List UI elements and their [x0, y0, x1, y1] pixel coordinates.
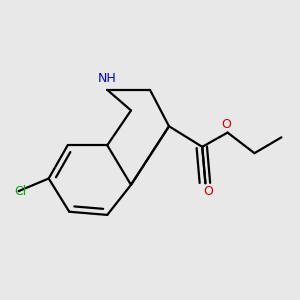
Text: NH: NH [98, 72, 117, 85]
Text: O: O [221, 118, 231, 131]
Text: Cl: Cl [14, 185, 26, 198]
Text: O: O [203, 185, 213, 198]
